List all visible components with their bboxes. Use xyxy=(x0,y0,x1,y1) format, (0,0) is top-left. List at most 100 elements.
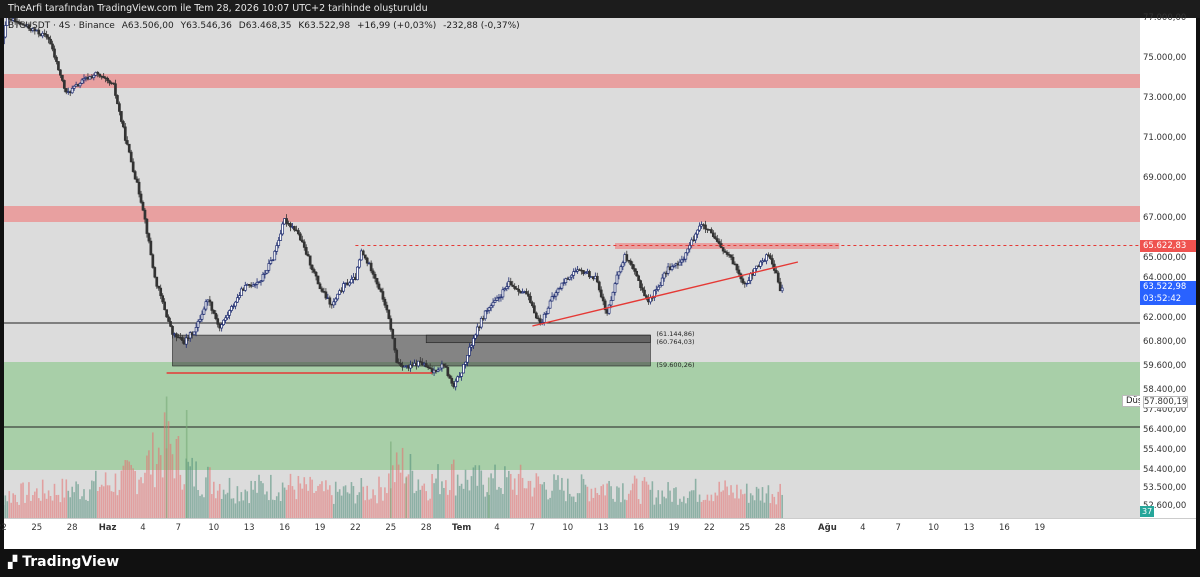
last-price-label: 63.522,98 03:52:42 xyxy=(1140,280,1196,305)
candle-body xyxy=(379,288,383,292)
candle-body xyxy=(637,275,640,281)
candle-body xyxy=(363,254,367,259)
y-tick-label: 59.600,00 xyxy=(1143,361,1187,371)
volume-bar xyxy=(140,477,142,518)
volume-bar xyxy=(305,484,308,518)
volume-bar xyxy=(8,491,11,518)
volume-bar xyxy=(624,499,626,518)
candle-body xyxy=(70,87,74,94)
volume-bar xyxy=(476,485,479,518)
volume-bar xyxy=(692,490,695,518)
candle-body xyxy=(759,261,762,267)
price-chart-svg[interactable] xyxy=(4,18,1140,518)
volume-bar xyxy=(643,477,646,518)
candle-body xyxy=(778,281,782,292)
candle-body xyxy=(184,337,188,345)
volume-bar xyxy=(71,486,73,518)
candle-body xyxy=(552,295,556,298)
volume-bar xyxy=(378,476,380,518)
volume-bar xyxy=(427,500,429,518)
y-tick-label: 54.400,00 xyxy=(1143,465,1187,475)
volume-bar xyxy=(769,503,772,518)
x-tick-label: 4 xyxy=(494,523,500,533)
volume-bar xyxy=(51,500,54,518)
candle-body xyxy=(356,266,359,281)
candle-body xyxy=(230,306,233,311)
volume-bar xyxy=(431,474,433,518)
volume-bar xyxy=(376,503,378,518)
x-tick-label: 22 xyxy=(349,523,361,533)
volume-bar xyxy=(649,489,652,518)
volume-bar xyxy=(771,494,774,518)
candle-body xyxy=(265,269,269,274)
volume-bar xyxy=(492,478,494,518)
candle-body xyxy=(525,291,528,295)
volume-bar xyxy=(734,498,736,518)
candle-body xyxy=(495,297,499,301)
tradingview-logo[interactable]: ▞ TradingView xyxy=(8,554,119,570)
candle-body xyxy=(509,281,513,286)
chart-container[interactable]: BTCUSDT · 4S · Binance A63.506,00 Y63.54… xyxy=(0,13,1196,549)
volume-bar xyxy=(175,439,178,518)
candle-body xyxy=(125,140,129,145)
candle-body xyxy=(204,301,208,310)
candle-body xyxy=(277,240,281,246)
volume-bar xyxy=(89,489,91,518)
volume-bar xyxy=(116,495,119,518)
volume-bar xyxy=(279,501,282,518)
volume-bar xyxy=(403,483,406,518)
symbol-label[interactable]: BTCUSDT · 4S · Binance xyxy=(8,21,115,31)
candle-body xyxy=(55,56,58,62)
x-tick-label: 10 xyxy=(928,523,940,533)
volume-bar xyxy=(12,493,14,518)
volume-bar xyxy=(618,487,620,518)
candle-body xyxy=(556,288,560,294)
candle-body xyxy=(389,318,393,330)
volume-bar xyxy=(690,490,693,518)
candle-body xyxy=(454,380,458,388)
volume-bar xyxy=(637,499,640,518)
x-tick-label: 28 xyxy=(66,523,78,533)
ohlc-legend: BTCUSDT · 4S · Binance A63.506,00 Y63.54… xyxy=(8,21,524,31)
logo-text: TradingView xyxy=(22,554,120,570)
change-value: +16,99 (+0,03%) xyxy=(356,21,437,31)
candle-body xyxy=(625,254,629,261)
candle-body xyxy=(409,364,412,369)
candle-body xyxy=(715,238,719,242)
candle-body xyxy=(269,260,273,264)
candle-body xyxy=(371,270,375,275)
volume-bar xyxy=(354,503,357,518)
y-tick-label: 73.000,00 xyxy=(1143,93,1187,103)
candle-body xyxy=(37,29,41,35)
volume-spike xyxy=(185,410,188,518)
candle-body xyxy=(348,282,351,286)
x-tick-label: Haz xyxy=(98,523,117,533)
candle-body xyxy=(314,271,318,277)
volume-value-label: 37 xyxy=(1140,506,1154,517)
volume-bar xyxy=(710,494,713,518)
candle-body xyxy=(444,365,448,368)
volume-bar xyxy=(193,486,195,518)
time-axis[interactable]: 22 25 28 Haz 4 7 10 13 16 19 22 25 28 Tem 4 7 10 13 16 19 22… xyxy=(0,518,1196,549)
candle-body xyxy=(534,312,538,319)
candle-body xyxy=(7,18,11,20)
candle-body xyxy=(780,287,784,292)
volume-bar xyxy=(67,490,70,518)
candle-body xyxy=(17,21,21,24)
candle-body xyxy=(721,247,725,252)
volume-bar xyxy=(386,493,388,518)
volume-bar xyxy=(49,495,52,518)
volume-bar xyxy=(614,501,616,518)
volume-bar xyxy=(547,499,549,518)
volume-bar xyxy=(439,494,441,518)
price-axis[interactable]: 77.000,00 75.000,00 73.000,00 71.000,00 69.0… xyxy=(1140,13,1196,518)
volume-bar xyxy=(535,473,538,518)
volume-bar xyxy=(118,489,121,518)
volume-bar xyxy=(586,486,589,518)
candle-body xyxy=(200,313,204,320)
candle-body xyxy=(682,258,686,261)
x-tick-label: 10 xyxy=(562,523,574,533)
candle-body xyxy=(688,244,692,250)
price-pane[interactable]: BTCUSDT · 4S · Binance A63.506,00 Y63.54… xyxy=(4,18,1140,518)
volume-bar xyxy=(61,478,64,518)
